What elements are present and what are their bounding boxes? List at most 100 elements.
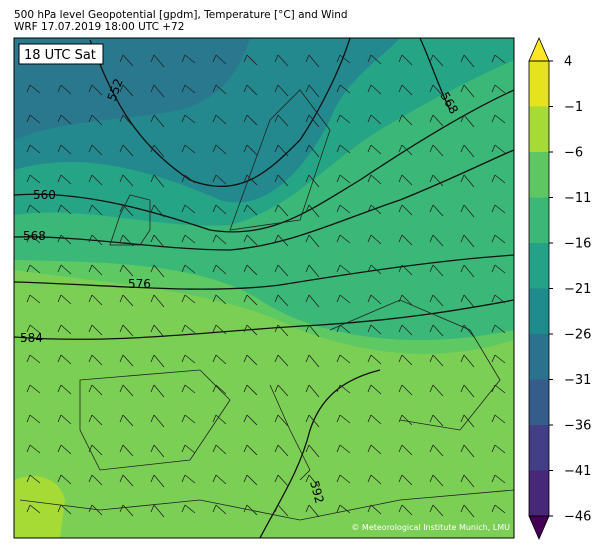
- wind-barb: [336, 294, 351, 304]
- wind-barb: [243, 474, 258, 486]
- wind-barb: [119, 384, 134, 397]
- wind-barb: [305, 144, 320, 158]
- wind-barb: [181, 294, 196, 304]
- wind-barb: [367, 474, 382, 485]
- wind-barb: [491, 114, 506, 124]
- wind-barb: [491, 54, 506, 64]
- wind-barb: [26, 504, 41, 514]
- wind-barb: [367, 54, 382, 65]
- wind-barb: [429, 444, 444, 457]
- wind-barb: [336, 54, 351, 64]
- wind-barb: [429, 264, 444, 277]
- wind-barb: [305, 444, 320, 458]
- wind-barb: [274, 234, 289, 247]
- credit: © Meteorological Institute Munich, LMU: [351, 523, 510, 532]
- wind-barb: [212, 294, 227, 305]
- wind-barb: [367, 144, 382, 155]
- wind-barb: [429, 204, 444, 217]
- wind-barb: [398, 324, 413, 336]
- wind-barb: [150, 114, 165, 128]
- wind-barb: [212, 174, 227, 185]
- wind-barb: [429, 354, 444, 367]
- colorbar-band: [529, 152, 549, 198]
- wind-barb: [460, 384, 475, 398]
- wind-barb: [57, 504, 72, 515]
- time-box: [18, 43, 104, 65]
- wind-barb: [274, 354, 289, 367]
- wind-barb: [274, 84, 289, 97]
- colorbar-tick-label: 4: [564, 55, 572, 70]
- wind-barb: [367, 174, 382, 185]
- wind-barb: [150, 144, 165, 158]
- wind-barb: [26, 264, 41, 274]
- wind-barb: [212, 114, 227, 125]
- wind-barb: [88, 444, 103, 456]
- wind-barb: [181, 414, 196, 424]
- wind-barb: [212, 234, 227, 245]
- wind-barb: [429, 144, 444, 157]
- wind-barb: [181, 474, 196, 484]
- wind-barb: [460, 144, 475, 158]
- wind-barb: [243, 354, 258, 366]
- wind-barb: [150, 234, 165, 248]
- wind-barb: [336, 264, 351, 274]
- wind-barb: [398, 144, 413, 156]
- wind-barb: [491, 324, 506, 334]
- colorbar-extend-top: [528, 36, 550, 62]
- wind-barb: [212, 474, 227, 485]
- wind-barb: [243, 504, 258, 516]
- wind-barb: [150, 54, 165, 68]
- wind-barb: [57, 474, 72, 485]
- field: [14, 476, 65, 538]
- wind-barb: [491, 144, 506, 154]
- colorbar-band: [529, 243, 549, 289]
- wind-barb: [429, 324, 444, 337]
- wind-barb: [243, 414, 258, 426]
- wind-barb: [305, 384, 320, 398]
- wind-barb: [88, 174, 103, 186]
- wind-barb: [305, 264, 320, 278]
- colorbar-band: [529, 288, 549, 334]
- contour-label: 568: [23, 229, 46, 243]
- title-line2: WRF 17.07.2019 18:00 UTC +72: [14, 21, 184, 33]
- wind-barb: [336, 384, 351, 394]
- wind-barb: [119, 204, 134, 217]
- wind-barb: [336, 474, 351, 484]
- wind-barb: [243, 234, 258, 246]
- wind-barb: [491, 504, 506, 514]
- wind-barb: [398, 474, 413, 486]
- wind-barb: [367, 294, 382, 305]
- map-frame: [13, 37, 515, 539]
- wind-barb: [491, 174, 506, 184]
- wind-barb: [367, 84, 382, 95]
- wind-barb: [398, 294, 413, 306]
- wind-barb: [119, 444, 134, 457]
- wind-barb: [429, 414, 444, 427]
- colorbar: 4 −1 −6 −11 −16 −21 −26 −31 −36 −41 −46: [528, 36, 591, 541]
- wind-barb: [212, 264, 227, 275]
- wind-barb: [398, 504, 413, 516]
- wind-barb: [429, 84, 444, 97]
- colorbar-tick-label: −11: [564, 191, 591, 206]
- wind-barb: [398, 414, 413, 426]
- contour-label: 560: [33, 188, 56, 202]
- wind-barb: [212, 324, 227, 335]
- wind-barb: [367, 114, 382, 125]
- colorbar-tick-label: −36: [564, 419, 591, 434]
- wind-barb: [88, 84, 103, 96]
- colorbar-tick-label: −21: [564, 282, 591, 297]
- wind-barb: [26, 444, 41, 454]
- wind-barb: [88, 414, 103, 426]
- wind-barb: [305, 174, 320, 188]
- wind-barb: [57, 234, 72, 245]
- wind-barb: [460, 204, 475, 218]
- wind-barb: [150, 324, 165, 338]
- wind-barb: [336, 144, 351, 154]
- wind-barb: [150, 294, 165, 308]
- wind-barb: [274, 114, 289, 127]
- wind-barb: [26, 114, 41, 124]
- wind-barb: [491, 384, 506, 394]
- wind-barb: [460, 54, 475, 68]
- wind-barb: [460, 354, 475, 368]
- wind-barb: [398, 444, 413, 456]
